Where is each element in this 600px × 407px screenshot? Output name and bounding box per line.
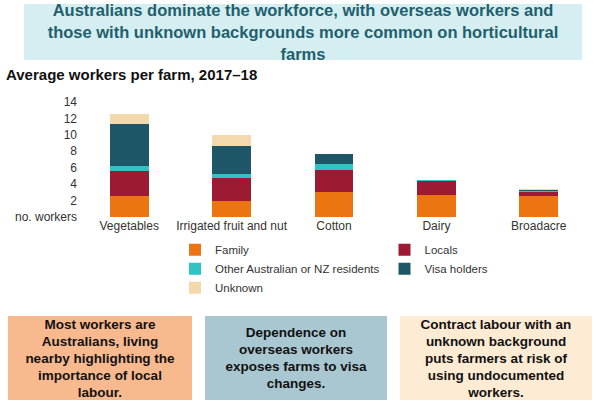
html-text:Most workers are Australians,: Most workers are Australians, living nea… (25, 316, 175, 400)
svg-text:8: 8 (70, 144, 77, 158)
svg-text:2: 2 (70, 194, 77, 208)
svg-text:Cotton: Cotton (316, 219, 351, 233)
svg-text:Dairy: Dairy (422, 219, 450, 233)
svg-text:14: 14 (64, 95, 78, 109)
html-text:Contract labour with an unknow: Contract labour with an unknown backgrou… (420, 316, 572, 400)
svg-text:Family: Family (215, 244, 249, 256)
svg-text:4: 4 (70, 177, 77, 191)
svg-text:10: 10 (64, 128, 78, 142)
svg-text:no. workers: no. workers (15, 210, 77, 224)
svg-text:Vegetables: Vegetables (100, 219, 159, 233)
svg-text:Irrigated fruit and nut: Irrigated fruit and nut (176, 219, 287, 233)
svg-text:Unknown: Unknown (215, 282, 263, 294)
svg-text:Average workers per farm, 2017: Average workers per farm, 2017–18 (6, 66, 257, 83)
svg-text:Broadacre: Broadacre (511, 219, 567, 233)
svg-text:Visa holders: Visa holders (425, 263, 488, 275)
svg-text:Locals: Locals (425, 244, 458, 256)
svg-text:Other Australian or NZ residen: Other Australian or NZ residents (215, 263, 380, 275)
svg-text:6: 6 (70, 161, 77, 175)
html-text:Dependence on overseas workers: Dependence on overseas workers exposes f… (225, 325, 367, 391)
html-text:Australians dominate the workf: Australians dominate the workforce, with… (47, 1, 559, 63)
svg-text:12: 12 (64, 112, 78, 126)
